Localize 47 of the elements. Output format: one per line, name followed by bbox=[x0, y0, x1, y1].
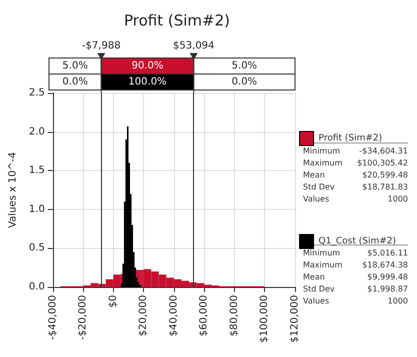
text: Mean bbox=[303, 170, 325, 180]
x-tick-label: -$20,000 bbox=[78, 295, 89, 340]
ref-line-label: $53,094 bbox=[173, 40, 214, 52]
text: 100.0% bbox=[128, 76, 167, 88]
text: 5.0% bbox=[62, 60, 88, 72]
text: $9,999.48 bbox=[367, 272, 408, 282]
text: $1,998.87 bbox=[367, 284, 408, 294]
text: Std Dev bbox=[303, 182, 335, 192]
y-tick-label: 2.5 bbox=[28, 88, 45, 98]
text: Values bbox=[303, 194, 330, 204]
text: 1000 bbox=[388, 194, 408, 204]
y-tick-label: 2.0 bbox=[28, 126, 45, 138]
text: 1000 bbox=[388, 296, 408, 306]
text: $18,781.83 bbox=[362, 182, 408, 192]
text: 5.0% bbox=[232, 60, 258, 72]
x-tick-label: $20,000 bbox=[138, 295, 150, 336]
text: 0.0% bbox=[62, 76, 88, 88]
text: $5,016.11 bbox=[367, 248, 408, 258]
x-tick-label: $100,000 bbox=[259, 295, 270, 343]
text: Minimum bbox=[303, 146, 340, 156]
y-tick-label: 0.5 bbox=[28, 242, 45, 254]
x-tick-label: $40,000 bbox=[168, 295, 180, 336]
text: Std Dev bbox=[303, 284, 335, 294]
y-tick-label: 1.5 bbox=[28, 165, 45, 176]
text: $20,599.48 bbox=[362, 170, 408, 180]
y-tick-label: 0.0 bbox=[28, 282, 45, 292]
text: 0.0% bbox=[232, 76, 258, 88]
text: Maximum bbox=[303, 158, 343, 168]
text: -$34,604.31 bbox=[359, 146, 408, 156]
text: Maximum bbox=[303, 260, 343, 270]
y-axis-title: Values x 10^-4 bbox=[8, 152, 18, 228]
x-tick-label: $60,000 bbox=[198, 295, 210, 336]
text: $18,674.38 bbox=[362, 260, 408, 270]
text: Values bbox=[303, 296, 330, 306]
x-tick-label: -$40,000 bbox=[47, 295, 58, 340]
text: Minimum bbox=[303, 248, 340, 258]
legend-label: Q1_Cost (Sim#2) bbox=[318, 236, 396, 246]
y-tick-label: 1.0 bbox=[28, 204, 45, 215]
ref-line-label: -$7,988 bbox=[82, 40, 121, 52]
legend-label: Profit (Sim#2) bbox=[318, 134, 382, 144]
x-tick-label: $80,000 bbox=[228, 295, 240, 336]
text: $100,305.42 bbox=[357, 158, 408, 168]
chart-title: Profit (Sim#2) bbox=[124, 12, 230, 30]
text: Mean bbox=[303, 272, 325, 282]
text: 90.0% bbox=[132, 60, 164, 72]
x-tick-label: $120,000 bbox=[290, 295, 300, 343]
x-tick-label: $0 bbox=[108, 295, 119, 308]
